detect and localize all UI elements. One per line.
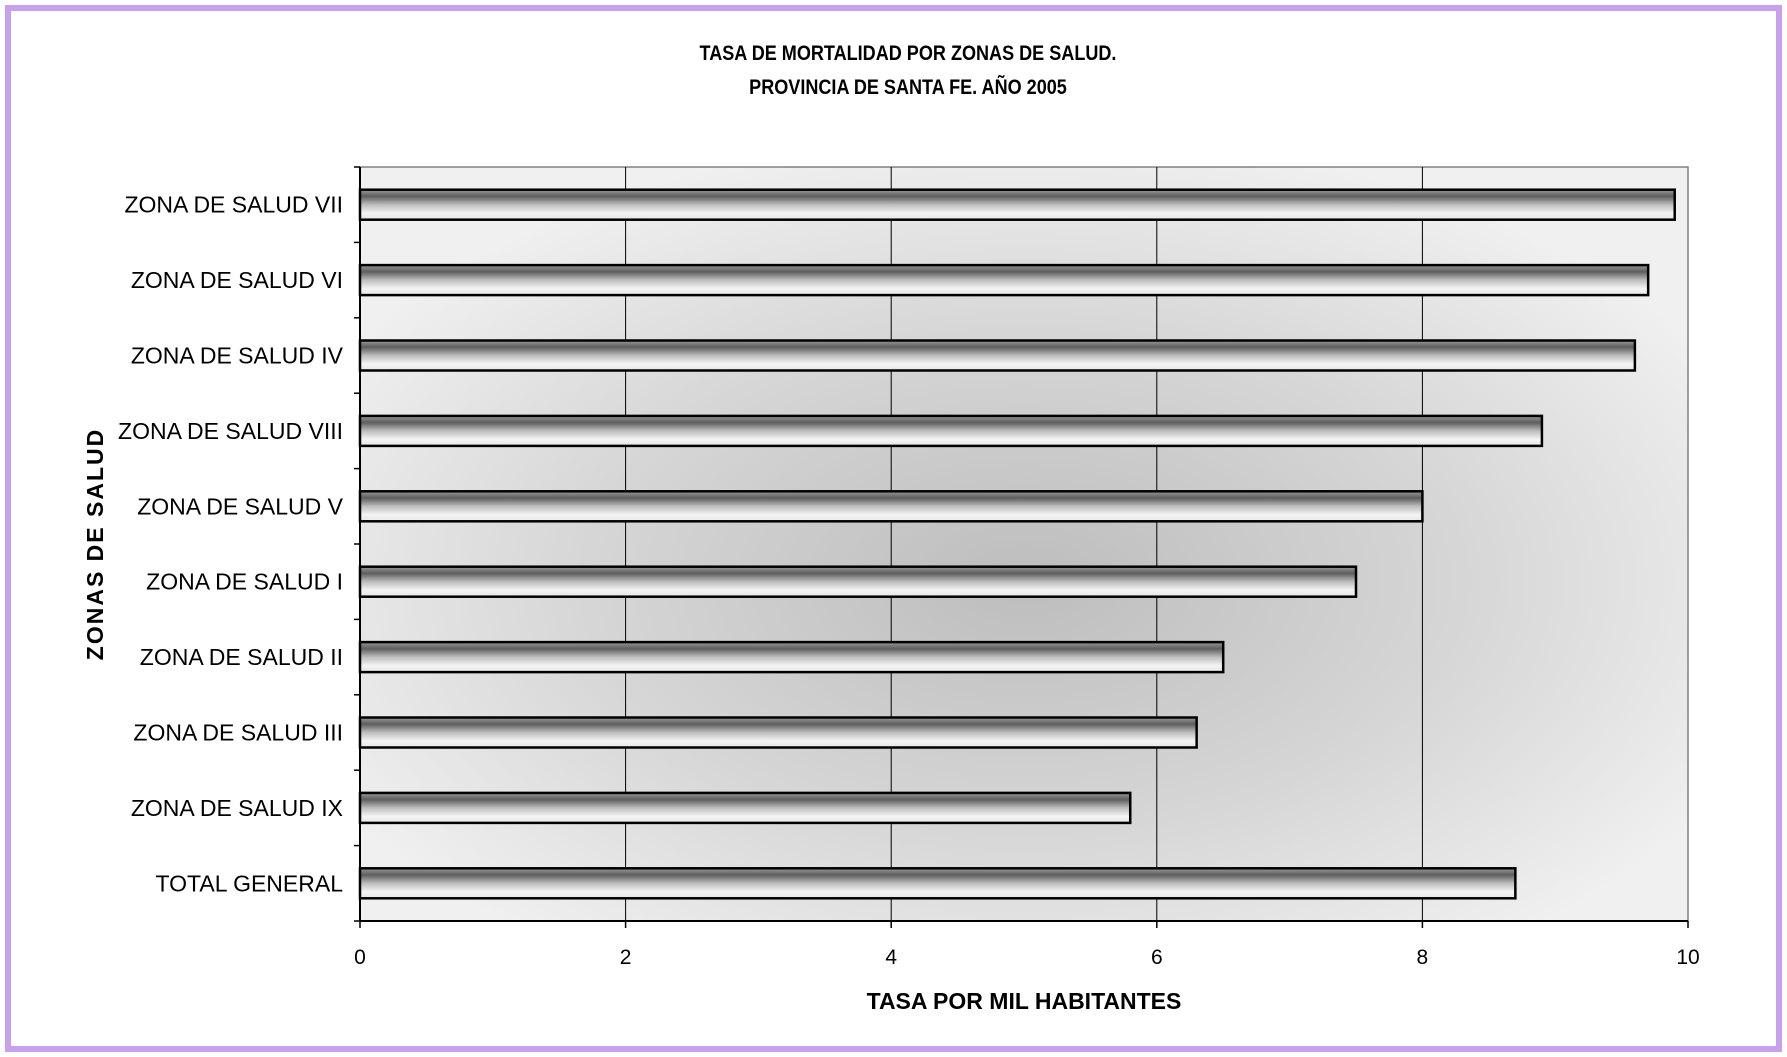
bars (358, 188, 1676, 900)
bar (358, 188, 1676, 221)
x-tick-label: 6 (1151, 946, 1163, 969)
x-tick-label: 8 (1417, 946, 1429, 969)
x-tick-label: 2 (620, 946, 632, 969)
x-tick-label: 10 (1676, 946, 1699, 969)
category-label: ZONA DE SALUD IX (131, 795, 343, 821)
x-tick-labels: 0 2 4 6 8 10 (354, 946, 1700, 969)
bar (358, 565, 1358, 598)
y-axis-title: ZONAS DE SALUD (82, 428, 108, 660)
category-label: ZONA DE SALUD VIII (118, 418, 343, 444)
bar (358, 490, 1424, 523)
bar (358, 640, 1225, 674)
bar (358, 867, 1517, 900)
chart-title: TASA DE MORTALIDAD POR ZONAS DE SALUD. (700, 42, 1117, 66)
category-label: ZONA DE SALUD II (140, 644, 343, 670)
category-label: ZONA DE SALUD VI (131, 267, 343, 293)
category-label: ZONA DE SALUD III (133, 720, 343, 746)
x-tick-label: 4 (885, 946, 897, 969)
category-label: ZONA DE SALUD I (146, 569, 343, 595)
x-axis-title: TASA POR MIL HABITANTES (867, 988, 1182, 1014)
category-label: ZONA DE SALUD IV (131, 343, 344, 369)
bar (358, 339, 1637, 372)
bar (358, 263, 1650, 297)
x-tick-label: 0 (354, 946, 366, 969)
category-label: ZONA DE SALUD V (137, 493, 343, 519)
category-label: ZONA DE SALUD VII (124, 192, 343, 218)
chart-subtitle: PROVINCIA DE SANTA FE. AÑO 2005 (749, 75, 1067, 100)
bar (358, 716, 1198, 749)
category-labels: ZONA DE SALUD VII ZONA DE SALUD VI ZONA DE… (118, 192, 344, 897)
bar (358, 791, 1132, 825)
category-label: TOTAL GENERAL (156, 870, 344, 896)
axes (354, 166, 1689, 928)
bar (358, 414, 1544, 448)
